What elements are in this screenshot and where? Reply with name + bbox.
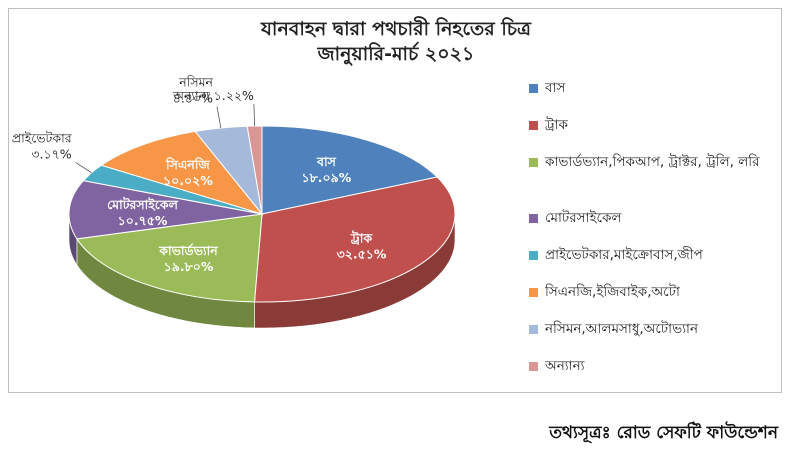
- legend-item: প্রাইভেটকার,মাইক্রোবাস,জীপ: [529, 246, 790, 265]
- slice-value-4: ৩.১৭%: [31, 146, 71, 161]
- legend-item: ট্রাক: [529, 116, 790, 135]
- legend-item: মোটরসাইকেল: [529, 209, 790, 228]
- chart-title: যানবাহন দ্বারা পথচারী নিহতের চিত্র জানুয…: [9, 17, 783, 67]
- legend-label: প্রাইভেটকার,মাইক্রোবাস,জীপ: [545, 247, 703, 263]
- legend-swatch: [529, 121, 538, 130]
- legend-swatch: [529, 84, 538, 93]
- leader-line-6: [216, 106, 222, 129]
- pie-slice-7: [246, 125, 263, 215]
- pie-chart: বাস১৮.০৯% ট্রাক৩২.৫১% কাভার্ডভ্যান১৯.৮০% মো…: [12, 75, 456, 329]
- slice-value-5: ১০.০২%: [163, 173, 213, 188]
- chart-subtitle: জানুয়ারি-মার্চ ২০২১: [317, 43, 475, 65]
- legend-item: কাভার্ডভ্যান,পিকআপ, ট্রাক্টর, ট্রলি, লরি: [529, 153, 790, 172]
- chart-area: যানবাহন দ্বারা পথচারী নিহতের চিত্র জানুয…: [8, 8, 782, 393]
- chart-title-line1: যানবাহন দ্বারা পথচারী নিহতের চিত্র: [260, 18, 532, 40]
- legend-item: সিএনজি,ইজিবাইক,অটো: [529, 283, 790, 302]
- legend-label: মোটরসাইকেল: [545, 210, 622, 226]
- slice-label-1: ট্রাক: [350, 229, 374, 245]
- pie-labels: বাস১৮.০৯% ট্রাক৩২.৫১% কাভার্ডভ্যান১৯.৮০% মো…: [12, 75, 387, 275]
- legend-swatch: [529, 288, 538, 297]
- legend-item: নসিমন,আলমসাধু,অটোভ্যান: [529, 320, 790, 339]
- pie-slice-0: [261, 125, 439, 215]
- slice-value-1: ৩২.৫১%: [337, 246, 387, 261]
- pie-slice-5: [100, 130, 264, 215]
- slice-label-7: অন্যান্য ১.২২%: [172, 88, 254, 103]
- legend-label: সিএনজি,ইজিবাইক,অটো: [545, 284, 680, 300]
- legend-swatch: [529, 325, 538, 334]
- slice-value-3: ১০.৭৫%: [118, 213, 168, 228]
- slice-label-0: বাস: [316, 154, 338, 169]
- leader-line-4: [75, 162, 92, 174]
- legend-swatch: [529, 158, 538, 167]
- slice-label-3: মোটরসাইকেল: [107, 196, 179, 212]
- legend-label: নসিমন,আলমসাধু,অটোভ্যান: [545, 321, 699, 337]
- legend-swatch: [529, 214, 538, 223]
- pie-slice-3: [68, 180, 263, 240]
- legend-label: ট্রাক: [545, 117, 568, 133]
- slice-value-0: ১৮.০৯%: [302, 170, 352, 185]
- legend-label: অন্যান্য: [545, 358, 585, 374]
- leader-line-7: [253, 104, 256, 127]
- legend-item: অন্যান্য: [529, 357, 790, 376]
- pie-slice-2: [76, 213, 263, 303]
- source-caption: তথ্যসূত্রঃ রোড সেফটি ফাউন্ডেশন: [549, 423, 778, 443]
- slice-label-6: নসিমন: [178, 75, 213, 90]
- slice-value-2: ১৯.৮০%: [164, 259, 214, 274]
- legend-label: কাভার্ডভ্যান,পিকআপ, ট্রাক্টর, ট্রলি, লরি: [545, 154, 760, 170]
- legend-swatch: [529, 362, 538, 371]
- slice-label-4: প্রাইভেটকার: [12, 130, 73, 145]
- legend-swatch: [529, 251, 538, 260]
- legend-label: বাস: [545, 80, 566, 96]
- legend-item: বাস: [529, 79, 790, 98]
- pie-slice-1: [253, 176, 456, 303]
- slice-value-6: ৪.৪০%: [173, 91, 213, 106]
- pie-top: [68, 125, 456, 303]
- slice-label-5: সিএনজি: [165, 156, 211, 172]
- slice-label-2: কাভার্ডভ্যান: [158, 242, 219, 258]
